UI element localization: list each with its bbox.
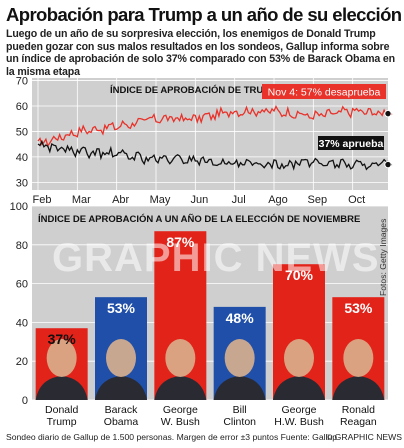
approve-label: 37% aprueba (319, 138, 384, 150)
president-portrait (213, 339, 266, 400)
source-note: Sondeo diario de Gallup de 1.500 persona… (6, 432, 338, 442)
line-chart-x-tick-label: May (150, 194, 171, 206)
bar-chart-plot-area (32, 206, 388, 400)
candidate-name: Ronald Reagan (326, 404, 390, 428)
line-chart-x-tick-label: Jun (190, 194, 208, 206)
portrait-face (224, 339, 255, 377)
candidate-name-line: Reagan (339, 416, 377, 428)
portrait-face (106, 339, 136, 377)
candidate-name-line: Trump (46, 416, 77, 428)
bar-chart-y-tick-label: 20 (16, 356, 28, 368)
bar-value-label: 53% (344, 300, 373, 316)
portrait-face (284, 339, 314, 377)
line-chart-x-tick-label: Feb (33, 194, 52, 206)
portrait-suit (35, 376, 88, 400)
line-chart-x-tick-label: Ago (268, 194, 288, 206)
approve-label-box (318, 136, 384, 150)
line-series-end-marker (384, 109, 392, 118)
line-chart-x-tick-label: Oct (348, 194, 365, 206)
candidate-name-line: Obama (103, 416, 139, 428)
line-chart-y-tick-label: 50 (16, 126, 28, 138)
copyright-credit: © GRAPHIC NEWS (325, 432, 402, 442)
line-chart-title: ÍNDICE DE APROBACIÓN DE TRUMP* (110, 84, 281, 96)
bar-value-label: 48% (226, 310, 255, 326)
bar-chart-y-tick-label: 100 (10, 201, 28, 213)
president-portrait (273, 339, 325, 400)
president-portrait (95, 339, 147, 400)
line-series-end-marker (384, 160, 392, 169)
bar-chart-y-tick-label: 80 (16, 240, 28, 252)
disapprove-label-box (262, 84, 386, 99)
bar-value-label: 37% (48, 331, 77, 347)
line-chart-x-tick-label: Sep (308, 194, 328, 206)
candidate-name-line: Barack (104, 404, 138, 416)
line-chart-y-tick-label: 40 (16, 152, 28, 164)
bar-value-label: 87% (166, 234, 195, 250)
portrait-suit (95, 376, 147, 400)
candidate-name-line: H.W. Bush (274, 416, 324, 428)
line-chart-y-tick-label: 60 (16, 101, 28, 113)
bar-chart-title: ÍNDICE DE APROBACIÓN A UN AÑO DE LA ELEC… (38, 213, 360, 225)
portrait-face (165, 339, 196, 377)
candidate-name-line: Ronald (341, 404, 375, 416)
bar-chart-y-tick-label: 40 (16, 317, 28, 329)
candidate-name-line: W. Bush (160, 416, 200, 428)
line-chart-x-tick-label: Jul (232, 194, 246, 206)
portrait-suit (154, 376, 207, 400)
president-portrait (154, 339, 207, 400)
portrait-suit (332, 376, 385, 400)
president-portrait (35, 339, 88, 400)
candidate-name-line: Bill (232, 404, 247, 416)
photo-credit: Fotos: Getty Images (378, 218, 388, 296)
president-portrait (332, 339, 385, 400)
portrait-face (46, 339, 77, 377)
bar-value-label: 70% (285, 267, 314, 283)
line-series-aprueba (37, 139, 393, 171)
line-chart-y-tick-label: 70 (16, 76, 28, 88)
candidate-name-line: George (162, 404, 198, 416)
candidate-name-line: Clinton (223, 416, 256, 428)
line-chart-y-tick-label: 30 (16, 177, 28, 189)
candidate-name-line: Donald (45, 404, 79, 416)
candidate-name: Bill Clinton (208, 404, 272, 428)
candidate-name-line: George (281, 404, 317, 416)
candidate-name: Donald Trump (30, 404, 94, 428)
intro-text: Luego de un año de su sorpresiva elecció… (6, 28, 395, 78)
line-series-desaprueba (37, 105, 393, 148)
candidate-name: George W. Bush (148, 404, 212, 428)
page-title: Aprobación para Trump a un año de su ele… (6, 4, 402, 25)
candidate-name: Barack Obama (89, 404, 153, 428)
portrait-face (343, 339, 374, 377)
portrait-suit (213, 376, 266, 400)
bar-chart-y-tick-label: 60 (16, 279, 28, 291)
line-chart-x-tick-label: Mar (72, 194, 91, 206)
portrait-suit (273, 376, 325, 400)
line-chart-x-tick-label: Abr (112, 194, 129, 206)
disapprove-label: Nov 4: 57% desaprueba (268, 87, 381, 99)
bar-chart-y-tick-label: 0 (22, 395, 28, 407)
candidate-name: George H.W. Bush (267, 404, 331, 428)
bar-value-label: 53% (107, 300, 136, 316)
